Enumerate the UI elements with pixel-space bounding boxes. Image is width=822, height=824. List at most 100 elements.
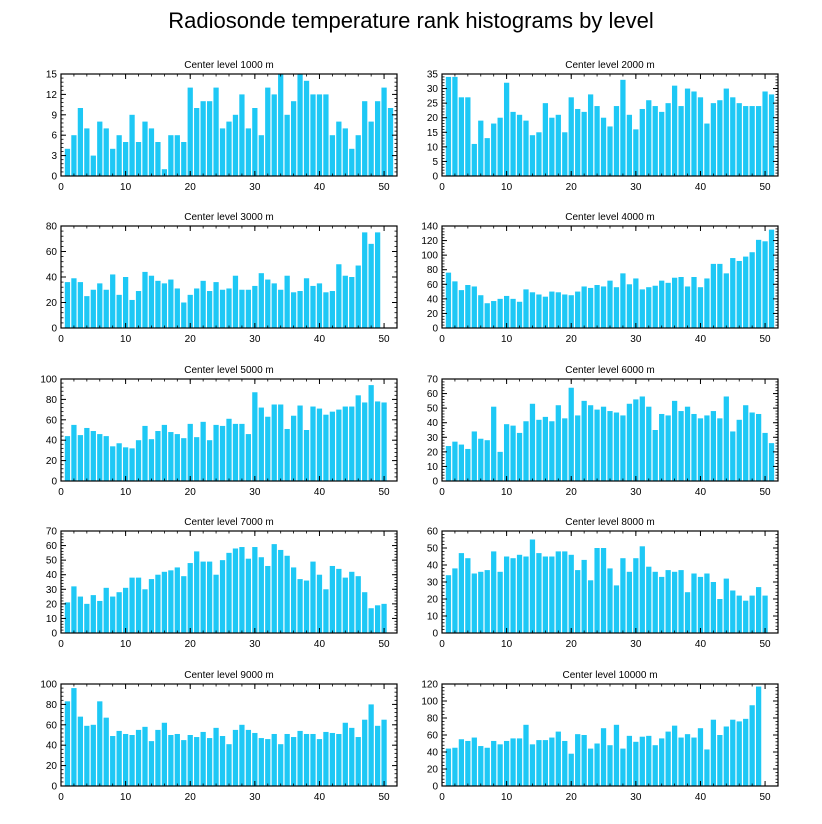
bar: [510, 558, 516, 633]
bar: [665, 731, 671, 786]
bar: [678, 277, 684, 328]
bar: [142, 271, 148, 328]
bar: [110, 736, 116, 786]
x-tick-label: 40: [695, 334, 707, 345]
x-tick-label: 0: [439, 792, 445, 803]
bar: [77, 108, 84, 176]
bar: [310, 285, 316, 328]
bar: [206, 101, 213, 176]
figure-title: Radiosonde temperature rank histograms b…: [168, 8, 654, 33]
bar: [755, 239, 762, 328]
bar: [691, 737, 697, 786]
x-tick-label: 20: [566, 182, 578, 193]
x-tick-label: 20: [185, 639, 197, 650]
bar: [374, 232, 381, 328]
y-tick-label: 6: [51, 131, 57, 142]
bar: [730, 97, 736, 176]
bar: [194, 437, 200, 481]
x-tick-label: 10: [501, 639, 513, 650]
bar: [445, 575, 452, 633]
bar: [691, 413, 697, 481]
bar: [762, 595, 768, 633]
bar: [232, 275, 239, 328]
bar: [652, 285, 658, 328]
bar: [284, 114, 290, 176]
bar: [122, 277, 129, 328]
bar: [568, 753, 574, 786]
bar: [161, 424, 168, 481]
bar: [768, 229, 775, 328]
bar: [717, 418, 723, 481]
bar: [497, 298, 503, 328]
bar: [336, 568, 342, 633]
bar: [620, 415, 626, 481]
y-tick-label: 40: [427, 294, 439, 305]
bar: [458, 739, 465, 786]
y-tick-label: 30: [427, 84, 439, 95]
bar: [194, 288, 200, 328]
chart-panel-5: Center level 5000 m 0 20 40 60 80 100 0 10 20 30 40…: [40, 365, 398, 498]
bar: [316, 574, 323, 633]
bar: [691, 91, 697, 176]
bar: [64, 436, 71, 481]
bar: [465, 558, 471, 633]
y-tick-label: 30: [427, 578, 439, 589]
y-tick-label: 50: [427, 544, 439, 555]
bar: [671, 85, 678, 176]
bar: [704, 573, 710, 633]
bar: [258, 135, 264, 176]
bar: [355, 265, 361, 328]
bar: [613, 724, 620, 786]
bar: [200, 280, 206, 328]
bar: [607, 568, 613, 633]
bar: [71, 278, 77, 328]
x-tick-label: 30: [249, 334, 261, 345]
bar: [168, 279, 174, 328]
bar: [362, 402, 368, 481]
bar: [135, 729, 142, 786]
x-tick-label: 50: [760, 792, 772, 803]
bar: [710, 411, 717, 481]
bar: [549, 117, 555, 176]
y-tick-label: 15: [46, 70, 58, 81]
bar: [239, 724, 245, 786]
bar: [665, 103, 671, 176]
bar: [148, 741, 155, 786]
bar: [64, 701, 71, 786]
bar: [381, 719, 387, 786]
bar: [77, 716, 84, 786]
bar: [362, 592, 368, 633]
bar: [329, 135, 336, 176]
bar: [135, 291, 142, 328]
x-tick-label: 30: [630, 639, 642, 650]
bar: [659, 738, 665, 786]
bar: [587, 748, 594, 786]
panel-title: Center level 7000 m: [184, 517, 274, 528]
x-tick-label: 40: [695, 792, 707, 803]
bar: [503, 556, 510, 633]
panel-title: Center level 2000 m: [565, 60, 655, 71]
x-tick-label: 0: [439, 639, 445, 650]
bar: [600, 548, 607, 633]
bar: [265, 565, 271, 633]
bar: [71, 424, 77, 481]
y-tick-label: 70: [427, 375, 439, 386]
bar: [646, 100, 652, 176]
bar: [730, 590, 736, 633]
bar: [168, 135, 174, 176]
bar: [245, 128, 252, 176]
bar: [284, 555, 290, 633]
x-tick-label: 40: [695, 182, 707, 193]
bar: [342, 722, 348, 786]
bar: [213, 574, 219, 633]
bar: [168, 570, 174, 633]
bar: [749, 412, 755, 481]
bar: [90, 595, 96, 633]
bar: [265, 416, 271, 481]
bar: [491, 301, 497, 328]
bar: [458, 290, 465, 328]
bar: [206, 561, 213, 633]
bar: [181, 438, 187, 481]
y-tick-label: 40: [46, 741, 58, 752]
bar: [620, 748, 626, 786]
